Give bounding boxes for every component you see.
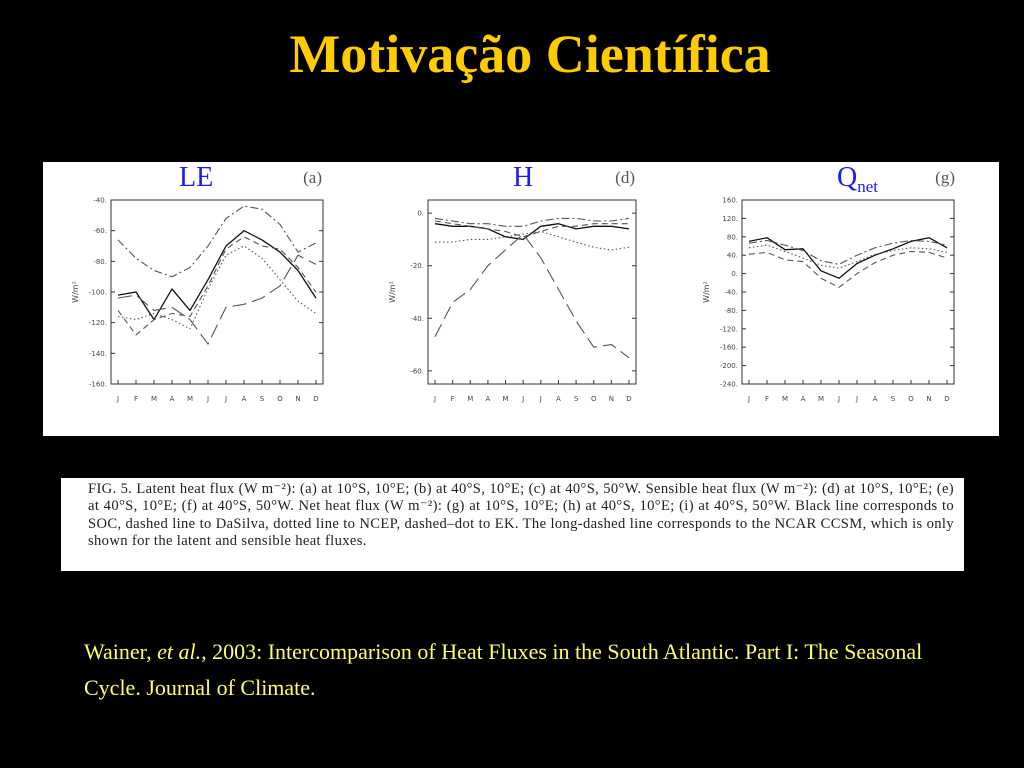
panel-g-ytick-label: 120.	[722, 215, 738, 223]
panel-g-ytick-label: -80.	[724, 307, 738, 315]
panel-a-ytick-label: -160.	[89, 381, 107, 389]
panel-d-ytick-label: 0.	[417, 210, 424, 218]
panel-a-series-ncep	[117, 245, 317, 330]
panel-a-xtick-label: J	[116, 395, 119, 403]
panel-g-ytick-label: 160.	[722, 197, 738, 205]
panel-d-letter: (d)	[615, 168, 635, 187]
panel-a-series-ncar-ccsm	[117, 254, 317, 345]
panel-a-ytick-label: -120.	[89, 319, 107, 327]
panel-a-xtick-label: J	[224, 395, 227, 403]
reference-etal: et al.,	[157, 639, 207, 664]
panel-a-ylabel: W/m²	[71, 281, 80, 303]
panel-g-series-dasilva	[748, 250, 948, 288]
panel-d-series-ek	[434, 217, 630, 227]
reference-rest: 2003: Intercomparison of Heat Fluxes in …	[84, 639, 923, 700]
panel-g-ytick-label: -160.	[720, 344, 738, 352]
panel-g-frame	[741, 199, 955, 385]
panel-d-xtick-label: J	[521, 395, 524, 403]
panel-a-xtick-label: S	[260, 395, 265, 403]
panel-g-xtick-label: N	[926, 395, 931, 403]
reference-citation: Wainer, et al., 2003: Intercomparison of…	[84, 634, 964, 706]
panel-a-xtick-label: J	[206, 395, 209, 403]
panel-d-series-dasilva	[434, 220, 629, 238]
panel-g-series-ek	[748, 239, 948, 265]
qnet-heading: Qnet	[837, 162, 878, 203]
h-heading: H	[513, 162, 534, 193]
panel-d-series-ncep	[435, 230, 630, 251]
panel-d-ytick-label: -60.	[410, 367, 424, 375]
reference-author: Wainer,	[84, 639, 158, 664]
panel-g-ytick-label: 0.	[731, 270, 738, 278]
panel-d-ytick-label: -20.	[410, 262, 424, 270]
le-heading: LE	[179, 162, 214, 193]
panel-g-letter: (g)	[935, 168, 955, 187]
panel-a-letter: (a)	[303, 168, 322, 187]
panel-a-xtick-label: M	[187, 395, 193, 403]
panel-g-xtick-label: M	[818, 395, 824, 403]
panel-d-frame	[427, 199, 637, 385]
panel-d-xtick-label: M	[503, 395, 509, 403]
panel-g-ylabel: W/m²	[702, 281, 711, 303]
panel-g-series-ncep	[748, 244, 948, 269]
panel-a-ytick-label: -60.	[93, 227, 107, 235]
panel-a-xtick-label: A	[170, 395, 175, 403]
panel-d-xtick-label: J	[433, 395, 436, 403]
panel-a-ytick-label: -140.	[89, 350, 107, 358]
qnet-heading-sub: net	[857, 177, 879, 196]
panel-a-series-ek	[117, 205, 317, 278]
panel-d-series-ncar-ccsm	[434, 233, 630, 359]
panel-g-xtick-label: A	[873, 395, 878, 403]
panel-d-xtick-label: F	[451, 395, 455, 403]
panel-g-xtick-label: J	[855, 395, 858, 403]
panel-g-xtick-label: F	[765, 395, 769, 403]
panel-a-xtick-label: D	[313, 395, 318, 403]
panel-g-ytick-label: 40.	[727, 252, 738, 260]
panel-a-series-soc	[117, 230, 317, 321]
panel-g-ytick-label: -120.	[720, 325, 738, 333]
slide-title: Motivação Científica	[289, 24, 771, 84]
panel-g-xtick-label: A	[801, 395, 806, 403]
panel-g-xtick-label: D	[944, 395, 949, 403]
panel-d-xtick-label: J	[539, 395, 542, 403]
panel-d-xtick-label: D	[626, 395, 631, 403]
panel-d-xtick-label: O	[591, 395, 597, 403]
panel-g-ytick-label: -240.	[720, 381, 738, 389]
panel-a-xtick-label: F	[134, 395, 138, 403]
panel-d-xtick-label: M	[467, 395, 473, 403]
panel-g-xtick-label: J	[747, 395, 750, 403]
panel-d-xtick-label: A	[556, 395, 561, 403]
panel-d-xtick-label: A	[486, 395, 491, 403]
panel-d-xtick-label: S	[574, 395, 579, 403]
panel-d-series-soc	[434, 223, 630, 241]
panel-a-series-dasilva	[117, 236, 317, 336]
panel-a-xtick-label: O	[277, 395, 283, 403]
panel-a-xtick-label: M	[151, 395, 157, 403]
charts-panel: (a) -40. -60. -80. -100. -120. -140. -160. W/m² J…	[43, 162, 999, 436]
panel-g-ytick-label: -200.	[720, 362, 738, 370]
panel-d-xtick-label: N	[609, 395, 614, 403]
panel-a-ytick-label: -40.	[93, 197, 107, 205]
panel-a-ytick-label: -80.	[93, 258, 107, 266]
qnet-heading-main: Q	[837, 162, 858, 193]
panel-a-xtick-label: N	[295, 395, 300, 403]
panel-g-ytick-label: 80.	[727, 233, 738, 241]
panel-d-ylabel: W/m²	[388, 281, 397, 303]
panel-g-xtick-label: S	[891, 395, 896, 403]
panel-d-ytick-label: -40.	[410, 315, 424, 323]
charts-svg: (a) -40. -60. -80. -100. -120. -140. -160. W/m² J…	[71, 168, 955, 403]
panel-g-xtick-label: M	[782, 395, 788, 403]
panel-a-ytick-label: -100.	[89, 289, 107, 297]
panel-g-ytick-label: -40.	[724, 289, 738, 297]
figure-caption: FIG. 5. Latent heat flux (W m⁻²): (a) at…	[61, 478, 964, 571]
panel-a-frame	[110, 199, 324, 385]
panel-g-series-soc	[748, 237, 948, 279]
panel-a-xtick-label: A	[242, 395, 247, 403]
panel-g-xtick-label: J	[837, 395, 840, 403]
panel-g-xtick-label: O	[908, 395, 914, 403]
